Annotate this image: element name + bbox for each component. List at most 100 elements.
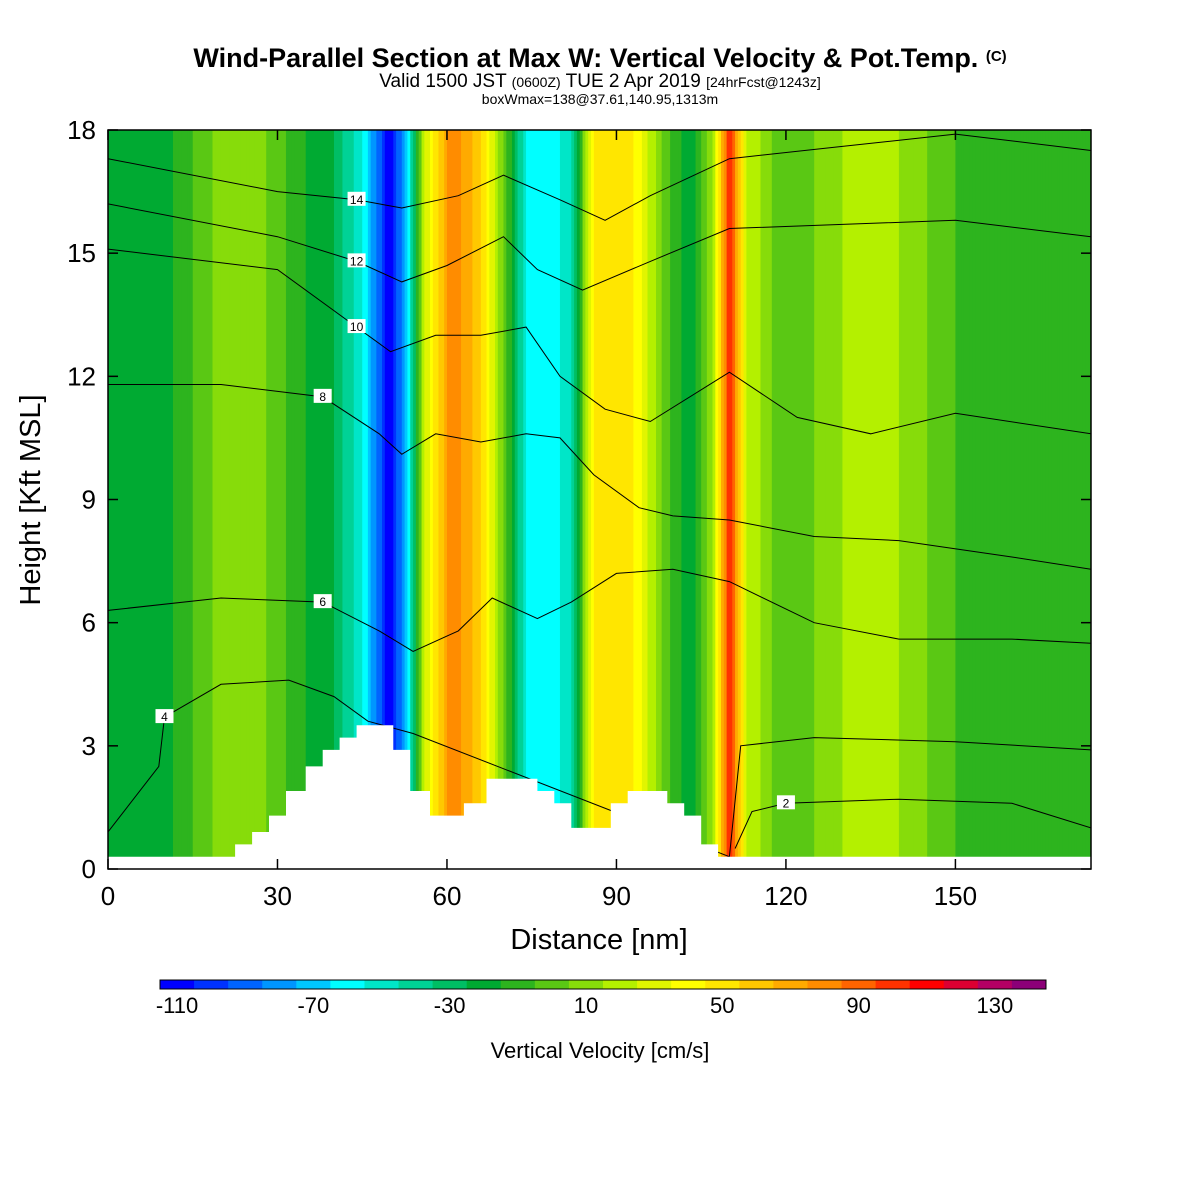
colorbar-swatch [773,980,808,989]
field-cell [280,130,284,869]
field-cell [667,130,671,869]
field-cell [418,130,423,869]
y-tick-label: 12 [67,361,96,391]
field-cell [325,130,329,869]
field-cell [856,130,860,869]
field-cell [153,130,157,869]
field-cell [421,130,425,869]
field-cell [588,130,592,869]
field-cell [672,130,677,869]
theta-label-bg [776,795,795,810]
field-cell [305,130,310,869]
field-cell [661,130,666,869]
field-cell [961,130,965,869]
field-cell [876,130,880,869]
y-tick-label: 6 [82,608,96,638]
field-cell [1051,130,1055,869]
field-cell [300,130,304,869]
field-cell [901,130,906,869]
field-cell [322,130,327,869]
field-cell [345,130,349,869]
field-cell [726,130,731,869]
field-cell [811,130,815,869]
field-cell [944,130,948,869]
field-cell [444,130,448,869]
field-cell [848,130,852,869]
y-tick-label: 3 [82,731,96,761]
field-cell [831,130,835,869]
field-cell [424,130,428,869]
field-cell [879,130,883,869]
y-tick-label: 18 [67,115,96,145]
colorbar-swatch [228,980,263,989]
vertical-velocity-field [108,130,1091,869]
field-cell [283,130,287,869]
field-cell [817,130,821,869]
field-cell [376,130,380,869]
field-cell [678,130,683,869]
theta-label-bg [313,388,332,403]
field-cell [585,130,589,869]
field-cell [263,130,267,869]
field-cell [170,130,174,869]
field-cell [119,130,123,869]
chart-title-block: Wind-Parallel Section at Max W: Vertical… [0,42,1200,107]
field-cell [698,130,702,869]
theta-label: 6 [319,595,326,609]
field-cell [404,130,409,869]
field-cell [983,130,988,869]
field-cell [884,130,889,869]
field-cell [396,130,400,869]
field-cell [285,130,290,869]
field-cell [144,130,149,869]
field-cell [997,130,1002,869]
field-cell [311,130,315,869]
field-cell [1068,130,1072,869]
theta-label-bg [347,319,366,334]
field-cell [689,130,694,869]
field-cell [212,130,216,869]
field-cell [271,130,276,869]
field-cell [475,130,479,869]
field-cell [1057,130,1061,869]
field-cell [602,130,606,869]
colorbar-tick-label: -30 [434,993,466,1018]
field-cell [644,130,649,869]
field-cell [777,130,781,869]
field-cell [384,130,389,869]
field-cell [156,130,160,869]
field-cell [808,130,812,869]
field-cell [833,130,838,869]
field-cell [540,130,544,869]
field-cell [850,130,855,869]
colorbar-swatch [500,980,536,989]
valid-zulu: (0600Z) [511,74,561,90]
field-cell [915,130,920,869]
field-cell [941,130,945,869]
field-cell [526,130,530,869]
field-cell [605,130,609,869]
field-cell [904,130,908,869]
field-cell [393,130,397,869]
colorbar-swatch [330,980,365,989]
field-cell [709,130,714,869]
theta-contour-6 [108,568,1091,652]
colorbar-swatch [296,980,331,989]
field-cell [805,130,810,869]
field-cell [980,130,985,869]
field-cell [870,130,875,869]
field-cell [223,130,228,869]
field-cell [706,130,711,869]
field-cell [240,130,245,869]
field-cell [582,130,586,869]
theta-label-bg [313,594,332,609]
field-cell [367,130,372,869]
field-cell [938,130,942,869]
field-cell [994,130,999,869]
field-cell [184,130,188,869]
colorbar-tick-label: -110 [156,993,198,1018]
field-cell [178,130,183,869]
field-cell [235,130,239,869]
field-cell [1074,130,1078,869]
field-cell [350,130,355,869]
